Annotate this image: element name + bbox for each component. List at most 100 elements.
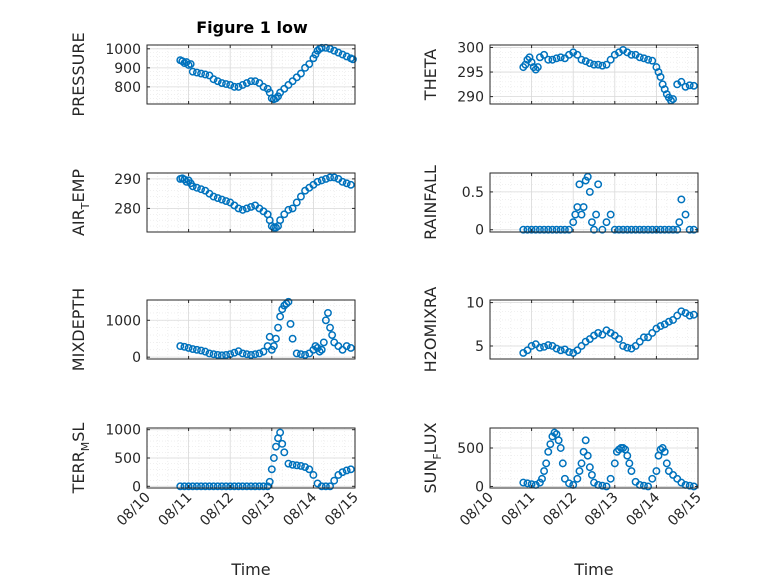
mixdepth-point <box>296 350 305 359</box>
sun-flux-x-tick-label: 08/13 <box>582 490 622 530</box>
air-temp-point <box>313 177 322 186</box>
terr-msl-series <box>176 428 355 491</box>
mixdepth-point <box>274 323 282 332</box>
sun-flux-point <box>664 467 673 476</box>
sun-flux-x-tick-label: 08/11 <box>499 490 539 530</box>
mixdepth-point <box>317 345 326 354</box>
pressure-point <box>272 94 280 103</box>
mixdepth-point <box>259 347 268 356</box>
terr-msl-point <box>280 448 289 457</box>
h2omixra-point <box>615 335 623 343</box>
sun-flux-point <box>538 474 546 483</box>
h2omixra-chart: 5 10 H2OMIXRA <box>421 287 699 373</box>
mixdepth-y-label-main: MIXDEPTH <box>69 288 88 371</box>
mixdepth-point <box>284 297 293 306</box>
terr-msl-point <box>184 482 193 491</box>
air-temp-point <box>338 177 347 186</box>
rainfall-point <box>675 218 684 227</box>
mixdepth-point <box>201 347 210 356</box>
h2omixra-point <box>685 311 694 320</box>
air-temp-point <box>292 198 301 207</box>
sun-flux-point <box>625 459 634 468</box>
rainfall-y-tick-label: 0 <box>475 223 484 239</box>
terr-msl-y-tick-label: 1000 <box>105 423 141 439</box>
theta-point <box>577 55 586 64</box>
h2omixra-point <box>540 342 549 351</box>
pressure-point <box>222 80 230 88</box>
air-temp-point <box>213 194 222 203</box>
theta-point <box>581 57 590 66</box>
rainfall-y-axis-label: RAINFALL <box>421 165 440 240</box>
terr-msl-point <box>342 466 351 475</box>
theta-point <box>677 77 686 86</box>
sun-flux-point <box>542 459 551 468</box>
sun-flux-point <box>554 436 563 445</box>
mixdepth-series <box>176 297 355 360</box>
mixdepth-point <box>209 350 218 359</box>
air-temp-point <box>222 197 230 205</box>
sun-flux-point <box>579 447 588 456</box>
mixdepth-point <box>238 349 247 358</box>
terr-msl-point <box>276 428 285 437</box>
rainfall-point <box>587 218 596 227</box>
terr-msl-point <box>321 482 330 491</box>
sun-flux-point <box>587 470 596 479</box>
h2omixra-point <box>673 311 682 320</box>
air-temp-point <box>209 192 218 201</box>
air-temp-series <box>176 173 355 232</box>
theta-point <box>606 55 615 64</box>
mixdepth-point <box>184 343 193 352</box>
terr-msl-point <box>217 482 226 491</box>
mixdepth-y-axis-label: MIXDEPTH <box>69 288 88 371</box>
h2omixra-point <box>535 343 544 352</box>
terr-msl-point <box>263 482 272 491</box>
mixdepth-point <box>269 342 278 351</box>
sun-flux-point <box>590 478 598 487</box>
terr-msl-point <box>338 468 347 477</box>
mixdepth-point <box>292 349 301 358</box>
sun-flux-x-tick-label: 08/12 <box>540 490 580 530</box>
h2omixra-y-label-main: H2OMIXRA <box>421 287 440 373</box>
theta-point <box>639 54 648 63</box>
rainfall-point <box>681 210 690 219</box>
sun-flux-point <box>540 467 549 476</box>
terr-msl-point <box>272 442 280 451</box>
sun-flux-point <box>610 459 619 468</box>
rainfall-point <box>602 218 611 227</box>
sun-flux-point <box>535 478 544 487</box>
mixdepth-point <box>230 348 239 357</box>
terr-msl-point <box>346 465 355 474</box>
rainfall-point <box>648 225 657 234</box>
rainfall-point <box>631 225 640 234</box>
rainfall-series <box>519 172 698 234</box>
rainfall-point <box>627 225 636 234</box>
terr-msl-point <box>209 482 218 491</box>
air-temp-point <box>288 204 297 213</box>
rainfall-point <box>606 210 615 219</box>
sun-flux-point <box>673 474 682 483</box>
air-temp-point <box>321 174 330 183</box>
air-temp-point <box>247 202 255 211</box>
terr-msl-y-tick-label: 0 <box>132 479 141 495</box>
rainfall-point <box>615 225 623 234</box>
pressure-point <box>192 68 201 77</box>
h2omixra-point <box>619 342 628 350</box>
air-temp-y-tick-label: 290 <box>114 172 141 188</box>
pressure-point <box>296 69 305 78</box>
theta-y-tick-label: 290 <box>457 90 484 106</box>
sun-flux-point <box>598 481 607 490</box>
sun-flux-series <box>519 428 698 491</box>
mixdepth-point <box>301 350 310 359</box>
h2omixra-point <box>556 346 565 355</box>
theta-point <box>602 60 611 69</box>
figure-title: Figure 1 low <box>196 18 308 37</box>
sun-flux-point <box>627 467 636 476</box>
sun-flux-chart: 0 500 08/10 08/11 08/12 08/13 08/14 08/15 Time SU… <box>421 422 705 579</box>
theta-point <box>573 50 582 59</box>
terr-msl-point <box>188 482 197 491</box>
terr-msl-point <box>305 465 314 474</box>
sun-flux-point <box>577 459 586 468</box>
rainfall-point <box>673 225 682 234</box>
h2omixra-point <box>639 333 648 342</box>
theta-point <box>644 55 653 64</box>
